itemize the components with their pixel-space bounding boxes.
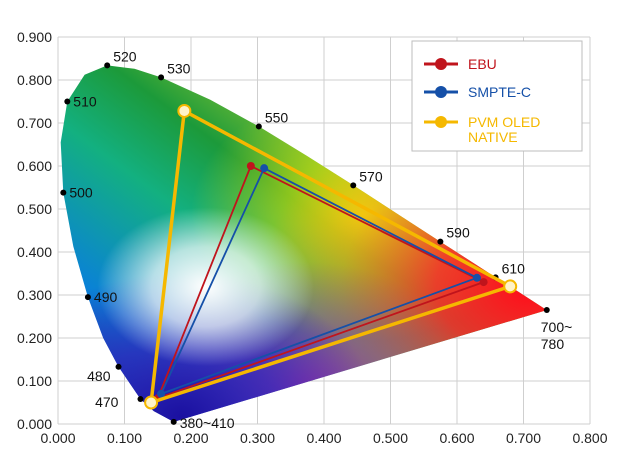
x-tick-label: 0.400: [306, 430, 341, 446]
gamut-vertex: [157, 389, 166, 398]
x-tick-label: 0.600: [439, 430, 474, 446]
x-tick-label: 0.000: [40, 430, 75, 446]
wavelength-dot: [437, 238, 444, 245]
gamut-vertex: [260, 164, 269, 173]
wavelength-dot: [158, 74, 165, 81]
gamut-vertex: [503, 279, 518, 294]
x-tick-label: 0.300: [240, 430, 275, 446]
legend-swatch-dot: [435, 86, 447, 98]
legend: EBU SMPTE-C PVM OLED NATIVE: [411, 40, 583, 152]
wavelength-label: 510: [73, 94, 97, 110]
gamut-vertex: [472, 273, 481, 282]
y-tick-label: 0.200: [17, 330, 52, 346]
y-tick-label: 0.300: [17, 287, 52, 303]
wavelength-dot: [115, 363, 122, 370]
y-tick-label: 0.900: [17, 29, 52, 45]
wavelength-label: 520: [113, 48, 137, 64]
wavelength-label: 590: [446, 225, 470, 241]
y-tick-label: 0.600: [17, 158, 52, 174]
wavelength-dot: [543, 307, 550, 314]
wavelength-dot: [60, 189, 67, 196]
wavelength-dot: [350, 182, 357, 189]
x-tick-label: 0.800: [572, 430, 607, 446]
legend-label: EBU: [468, 56, 497, 72]
wavelength-label: 530: [167, 60, 191, 76]
gamut-triangle: [156, 165, 485, 400]
wavelength-label: 500: [69, 185, 93, 201]
wavelength-dot: [255, 123, 262, 130]
wavelength-label: 700~ 780: [541, 319, 573, 352]
gamut-vertex: [144, 395, 159, 410]
wavelength-dot: [170, 418, 177, 425]
legend-label: PVM OLED NATIVE: [468, 114, 540, 145]
wavelength-label: 490: [94, 289, 118, 305]
legend-swatch-dot: [435, 58, 447, 70]
gamut-vertex: [177, 103, 192, 118]
y-tick-label: 0.800: [17, 72, 52, 88]
y-tick-label: 0.100: [17, 373, 52, 389]
wavelength-dot: [104, 62, 111, 69]
gamut-vertex: [479, 278, 488, 287]
x-tick-label: 0.100: [107, 430, 142, 446]
y-tick-label: 0.000: [17, 416, 52, 432]
gamut-triangle: [149, 109, 512, 405]
legend-swatch-dot: [435, 116, 447, 128]
x-tick-label: 0.200: [173, 430, 208, 446]
wavelength-label: 480: [87, 368, 111, 384]
x-tick-label: 0.500: [373, 430, 408, 446]
y-tick-label: 0.400: [17, 244, 52, 260]
legend-label: SMPTE-C: [468, 84, 531, 100]
wavelength-label: 610: [502, 260, 526, 276]
wavelength-label: 550: [265, 109, 289, 125]
wavelength-markers: 520 530 510 550 500 570 590 610 490 700~ 780 480 470…: [60, 48, 573, 431]
wavelength-label: 570: [359, 168, 383, 184]
y-tick-label: 0.500: [17, 201, 52, 217]
wavelength-dot: [137, 396, 144, 403]
wavelength-label: 470: [95, 394, 119, 410]
x-tick-label: 0.700: [506, 430, 541, 446]
wavelength-dot: [64, 98, 71, 105]
y-tick-label: 0.700: [17, 115, 52, 131]
gamut-vertex: [246, 162, 255, 170]
gamut-triangles: [144, 103, 518, 410]
axes: 0.000 0.100 0.200 0.300 0.400 0.500 0.600 0.700…: [17, 29, 608, 446]
wavelength-dot: [84, 294, 91, 301]
wavelength-label: 380~410: [180, 415, 235, 431]
gamut-triangle: [160, 167, 478, 395]
